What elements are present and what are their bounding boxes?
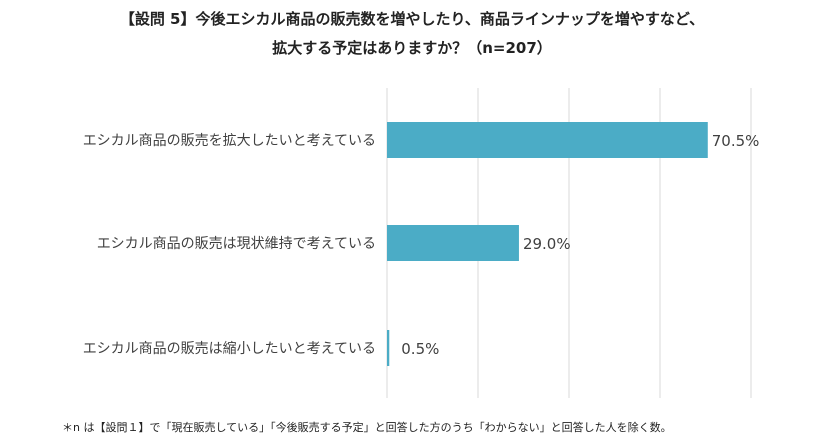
category-label: エシカル商品の販売は現状維持で考えている bbox=[97, 236, 376, 252]
bar bbox=[387, 225, 519, 261]
data-label: 0.5% bbox=[401, 340, 439, 358]
footnote: ＊n は【設問１】で「現在販売している」「今後販売する予定」と回答した方のうち「… bbox=[62, 421, 672, 434]
chart-title-line-1: 【設問 5】今後エシカル商品の販売数を増やしたり、商品ラインナップを増やすなど、 bbox=[119, 10, 705, 28]
chart-title-line-2: 拡大する予定はありますか？（n=207） bbox=[272, 39, 552, 57]
data-label: 70.5% bbox=[712, 132, 760, 150]
data-label: 29.0% bbox=[523, 235, 571, 253]
category-label: エシカル商品の販売は縮小したいと考えている bbox=[83, 341, 376, 357]
bar bbox=[387, 330, 390, 366]
bar bbox=[387, 122, 708, 158]
category-label: エシカル商品の販売を拡大したいと考えている bbox=[83, 133, 376, 149]
